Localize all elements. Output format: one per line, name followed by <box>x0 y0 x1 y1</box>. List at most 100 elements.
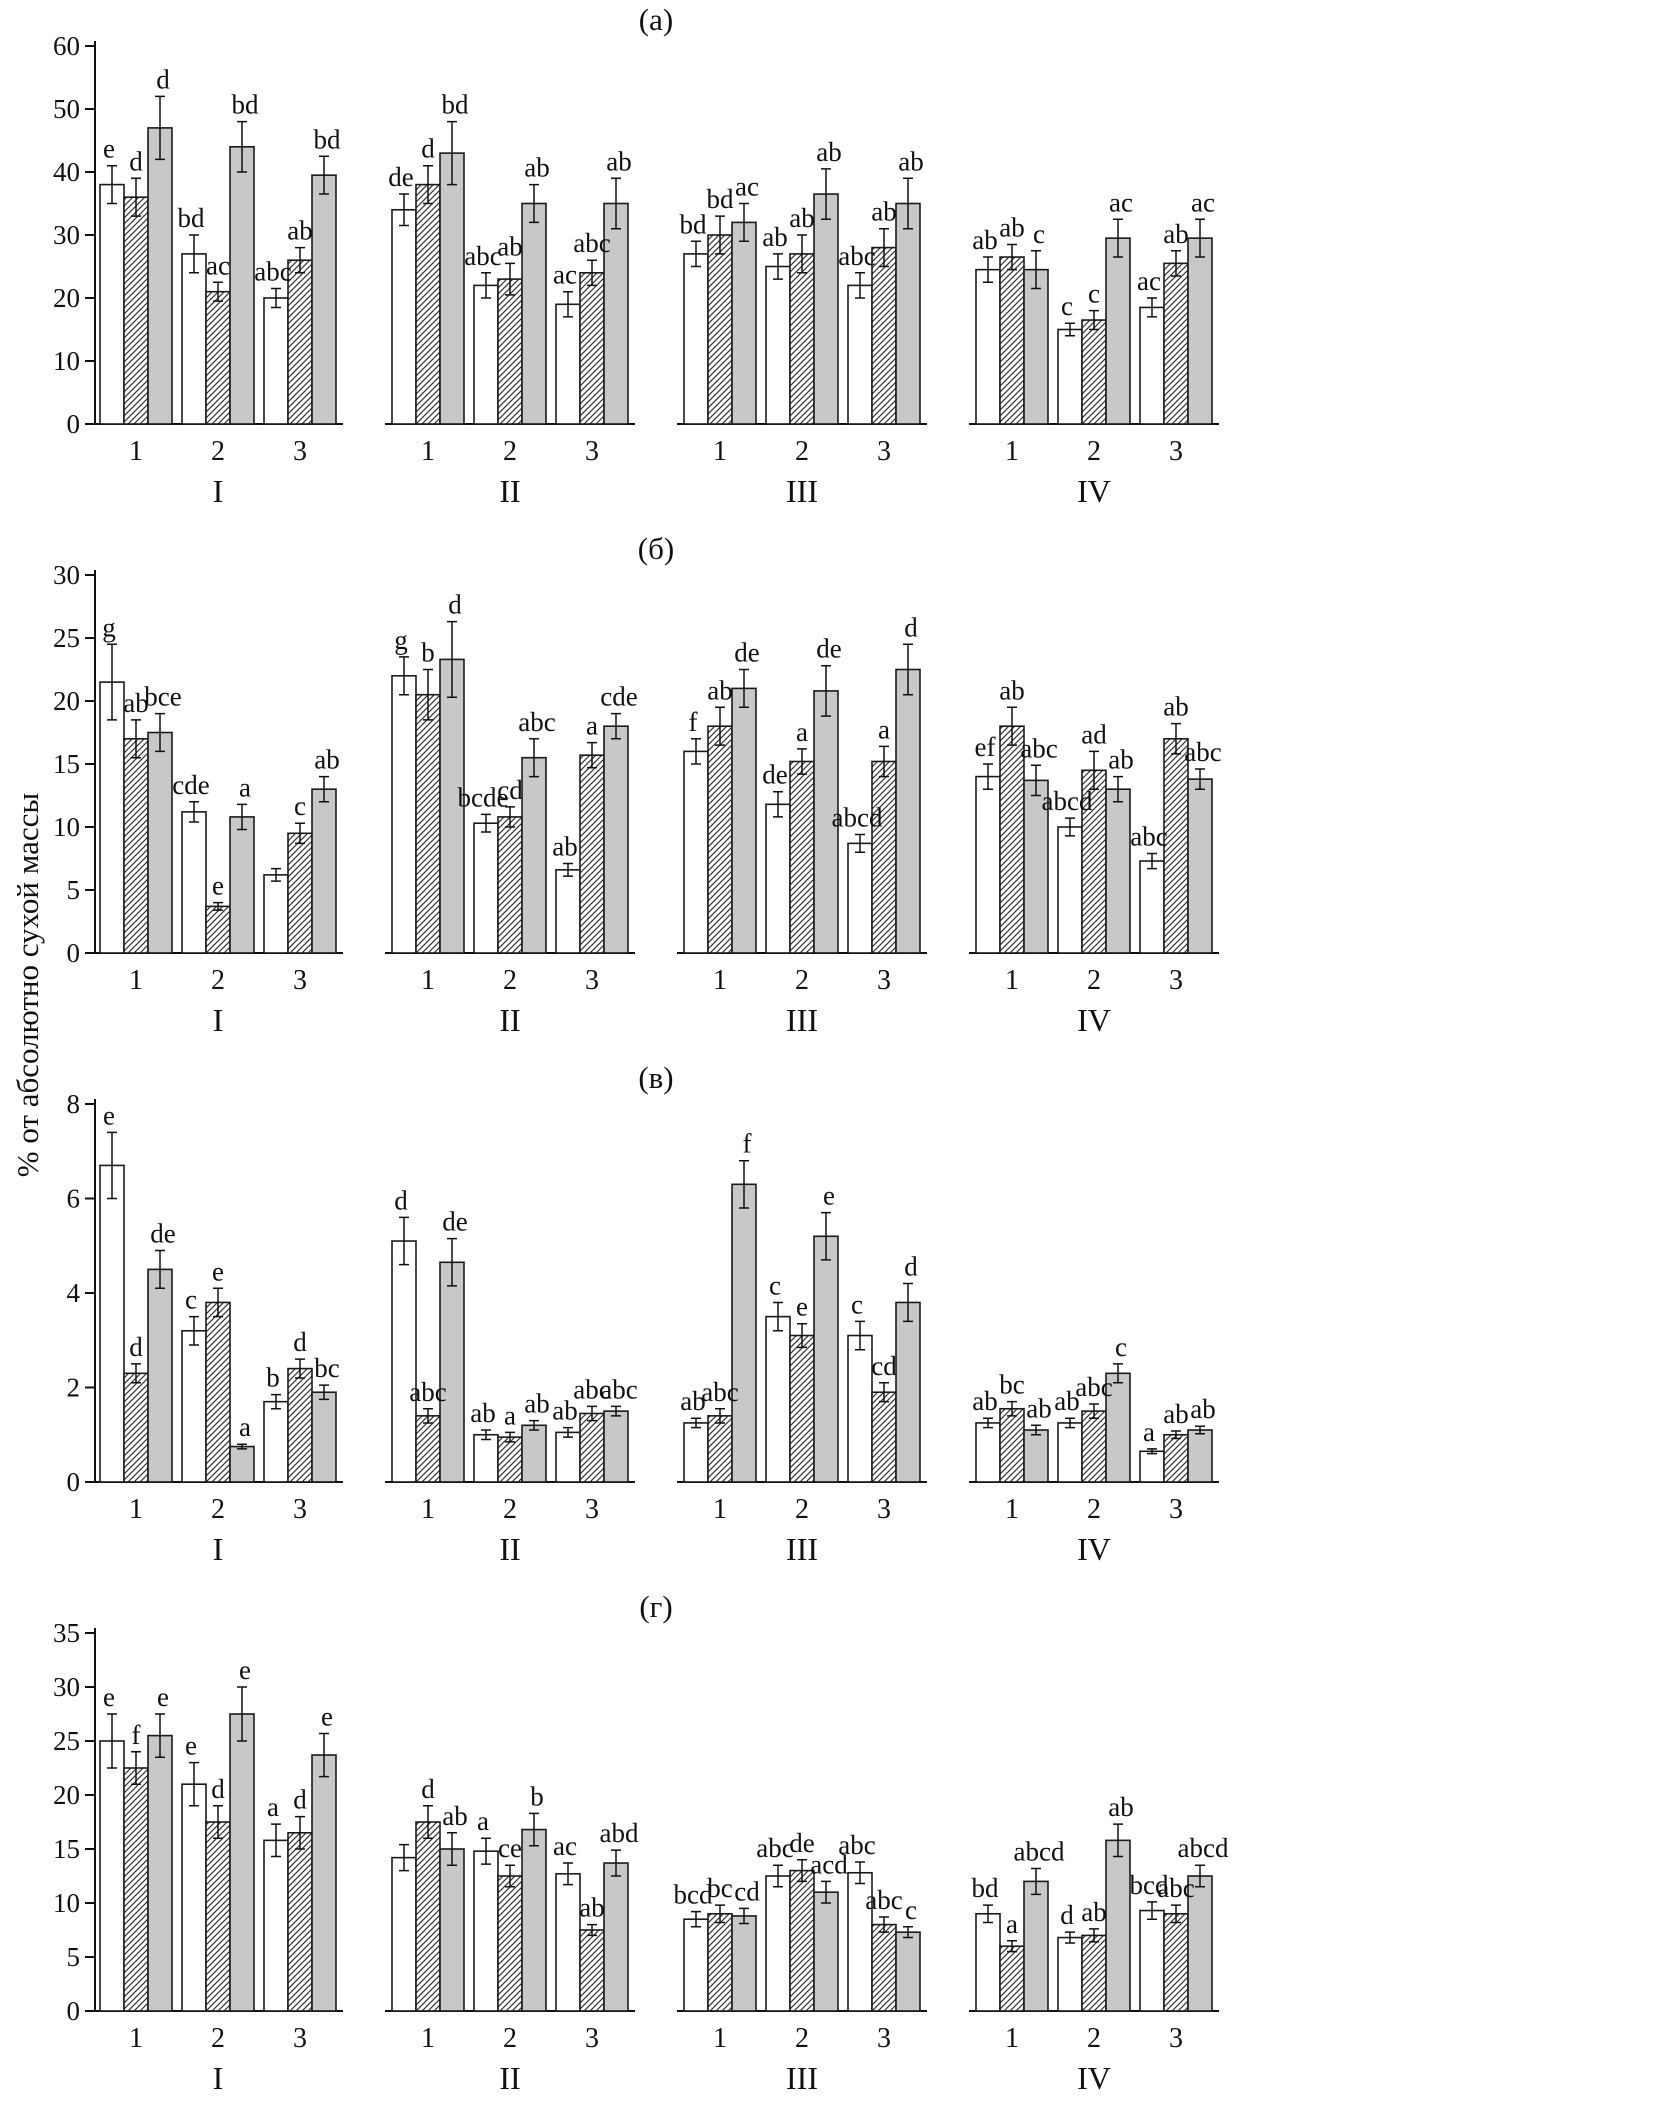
sig-letter: ab <box>1163 219 1188 249</box>
sig-letter: bc <box>999 1370 1025 1400</box>
sig-letter: a <box>239 1412 251 1442</box>
sig-letter: e <box>185 1731 197 1761</box>
bar-series-1 <box>1057 826 1083 954</box>
sig-letter: bd <box>178 203 206 233</box>
bar-series-1 <box>765 803 791 954</box>
bar-series-3 <box>895 668 921 954</box>
sig-letter: f <box>743 1129 752 1159</box>
error-bar <box>587 1405 597 1422</box>
bar-series-3 <box>1105 237 1131 425</box>
bar-series-1 <box>181 811 207 954</box>
error-bar <box>529 738 539 778</box>
sig-letter: g <box>102 612 116 642</box>
bar-series-3 <box>311 174 337 425</box>
bar-series-3 <box>895 1301 921 1483</box>
error-bar <box>797 1859 807 1883</box>
bar-series-2 <box>707 725 733 954</box>
subgroup-label: 2 <box>503 2023 517 2054</box>
bar-series-1 <box>391 209 417 425</box>
group-label: III <box>786 1002 818 1038</box>
bar-series-2 <box>707 1912 733 2012</box>
subgroup-label: 2 <box>211 965 225 996</box>
sig-letter: abc <box>1020 733 1057 763</box>
bar-series-2 <box>123 738 149 954</box>
subgroup-label: 2 <box>211 2023 225 2054</box>
sig-letter: bcd <box>1130 1870 1169 1900</box>
sig-letter: abc <box>573 228 610 258</box>
subgroup-label: 1 <box>1005 965 1019 996</box>
subgroup-label: 1 <box>421 2023 435 2054</box>
sig-letter: ac <box>553 260 577 290</box>
error-bar <box>319 1384 329 1401</box>
error-bar <box>447 120 457 186</box>
sig-letter: de <box>789 1828 815 1858</box>
bar-series-3 <box>229 1445 255 1483</box>
bar-series-3 <box>1023 1880 1049 2012</box>
bar-series-3 <box>813 690 839 954</box>
sig-letter: de <box>816 634 842 664</box>
error-bar <box>237 1443 247 1450</box>
error-bar <box>1065 817 1075 837</box>
sig-letter: d <box>1060 1900 1074 1930</box>
bar-series-3 <box>731 221 757 425</box>
group-label: III <box>786 1531 818 1567</box>
error-bar <box>319 155 329 195</box>
error-bar <box>131 719 141 759</box>
bar-series-2 <box>287 1367 313 1483</box>
subgroup-label: 2 <box>1087 2023 1101 2054</box>
error-bar <box>295 1358 305 1379</box>
error-bar <box>107 164 117 205</box>
sig-letter: bd <box>442 90 470 120</box>
sig-letter: abc <box>409 1377 446 1407</box>
bar-series-2 <box>415 183 441 425</box>
error-bar <box>399 1216 409 1266</box>
error-bar <box>611 177 621 230</box>
bar-series-2 <box>1163 738 1189 954</box>
sig-letter: g <box>394 625 408 655</box>
error-bar <box>271 1823 281 1858</box>
sig-letter: e <box>103 1100 115 1130</box>
group-label: III <box>786 473 818 509</box>
sig-letter: ad <box>1081 719 1107 749</box>
error-bar <box>447 1237 457 1287</box>
sig-letter: d <box>394 1185 408 1215</box>
error-bar <box>1147 297 1157 318</box>
error-bar <box>715 1904 725 1924</box>
error-bar <box>295 822 305 845</box>
sig-letter: ab <box>123 688 148 718</box>
bar-series-2 <box>205 1301 231 1483</box>
error-bar <box>189 234 199 274</box>
group-label: II <box>499 473 520 509</box>
bar-series-2 <box>497 278 523 425</box>
bar-series-3 <box>1023 268 1049 425</box>
error-bar <box>855 833 865 853</box>
subgroup-label: 3 <box>1169 436 1183 467</box>
error-bar <box>983 256 993 283</box>
bar-series-2 <box>579 271 605 425</box>
group-label: I <box>213 1531 224 1567</box>
sig-letter: d <box>421 134 435 164</box>
bar-series-2 <box>287 832 313 954</box>
bar-series-3 <box>813 1235 839 1483</box>
y-tick-label: 20 <box>53 686 80 716</box>
sig-letter: ab <box>1108 745 1133 775</box>
sig-letter: abc <box>701 1377 738 1407</box>
bar-series-3 <box>311 1391 337 1483</box>
y-tick-label: 40 <box>53 157 80 187</box>
bar-series-1 <box>765 265 791 425</box>
bar-series-3 <box>521 1424 547 1483</box>
bar-series-1 <box>263 874 289 954</box>
error-bar <box>739 202 749 243</box>
sig-letter: ab <box>789 203 814 233</box>
sig-letter: abc <box>1130 821 1167 851</box>
bar-series-1 <box>473 822 499 954</box>
error-bar <box>423 1408 433 1424</box>
subgroup-label: 3 <box>585 965 599 996</box>
sig-letter: e <box>157 1682 169 1712</box>
group-label: II <box>499 1531 520 1567</box>
error-bar <box>131 1363 141 1384</box>
panel-b: (б) 0 5 10 15 20 25 30 I 1 2 3 II 1 2 3 III 1 2 3 IV 1 2 3 g ab b… <box>0 529 1667 1058</box>
sig-letter: b <box>421 638 435 668</box>
bar-series-3 <box>1105 1839 1131 2012</box>
